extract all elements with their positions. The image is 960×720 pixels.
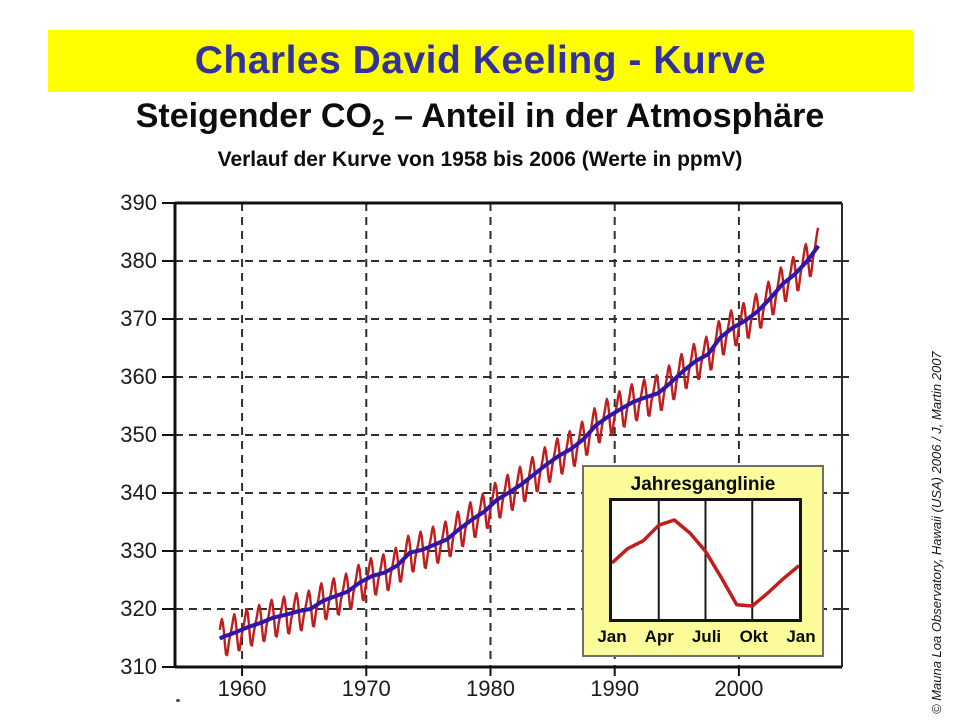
x-axis-label: 2000 — [714, 676, 764, 701]
x-axis-label: 1990 — [590, 676, 640, 701]
page-title-prefix: Steigender CO — [135, 97, 372, 135]
inset-month-label: Apr — [644, 627, 674, 646]
inset-jahresganglinie: Jahresganglinie Jan Apr Juli Okt Jan — [582, 465, 824, 657]
y-axis-label: 320 — [120, 596, 157, 621]
inset-month-label: Jan — [597, 627, 627, 646]
y-axis-label: 310 — [120, 654, 157, 679]
inset-month-label: Okt — [739, 627, 768, 646]
y-axis-label: 390 — [120, 190, 157, 215]
credit-text: © Mauna Loa Observatory, Hawaii (USA) 20… — [929, 351, 944, 714]
y-axis-label: 380 — [120, 248, 157, 273]
banner-title: Charles David Keeling - Kurve — [194, 39, 767, 82]
trend-line — [218, 244, 821, 641]
subtitle: Verlauf der Kurve von 1958 bis 2006 (Wer… — [217, 148, 743, 171]
y-axis-label: 340 — [120, 480, 157, 505]
page-title-suffix: – Anteil in der Atmosphäre — [384, 97, 825, 135]
inset-plot — [612, 501, 799, 619]
inset-seasonal-line — [612, 518, 799, 608]
co2-subscript: 2 — [371, 113, 385, 140]
inset-month-label: Jan — [786, 627, 816, 646]
inset-panel — [609, 498, 802, 622]
inset-title: Jahresganglinie — [630, 474, 776, 495]
x-axis-label: 1970 — [341, 676, 391, 701]
stray-mark — [176, 699, 180, 702]
monthly-co2-line — [218, 227, 820, 657]
inset-month-label: Juli — [691, 627, 722, 646]
y-axis-label: 350 — [120, 422, 157, 447]
y-axis-label: 360 — [120, 364, 157, 389]
plot-area — [162, 201, 849, 676]
y-axis-label: 330 — [120, 538, 157, 563]
banner: Charles David Keeling - Kurve — [48, 30, 913, 92]
page-title: Steigender CO2 – Anteil in der Atmosphär… — [0, 97, 960, 141]
x-axis-label: 1960 — [217, 676, 267, 701]
x-axis-label: 1980 — [466, 676, 515, 701]
y-axis-label: 370 — [120, 306, 157, 331]
